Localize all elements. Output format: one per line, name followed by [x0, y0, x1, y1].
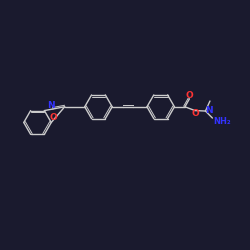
Text: N: N	[205, 106, 212, 115]
Text: NH₂: NH₂	[214, 116, 231, 126]
Text: O: O	[191, 109, 199, 118]
Text: O: O	[186, 91, 193, 100]
Text: N: N	[47, 101, 55, 110]
Text: O: O	[50, 113, 58, 122]
